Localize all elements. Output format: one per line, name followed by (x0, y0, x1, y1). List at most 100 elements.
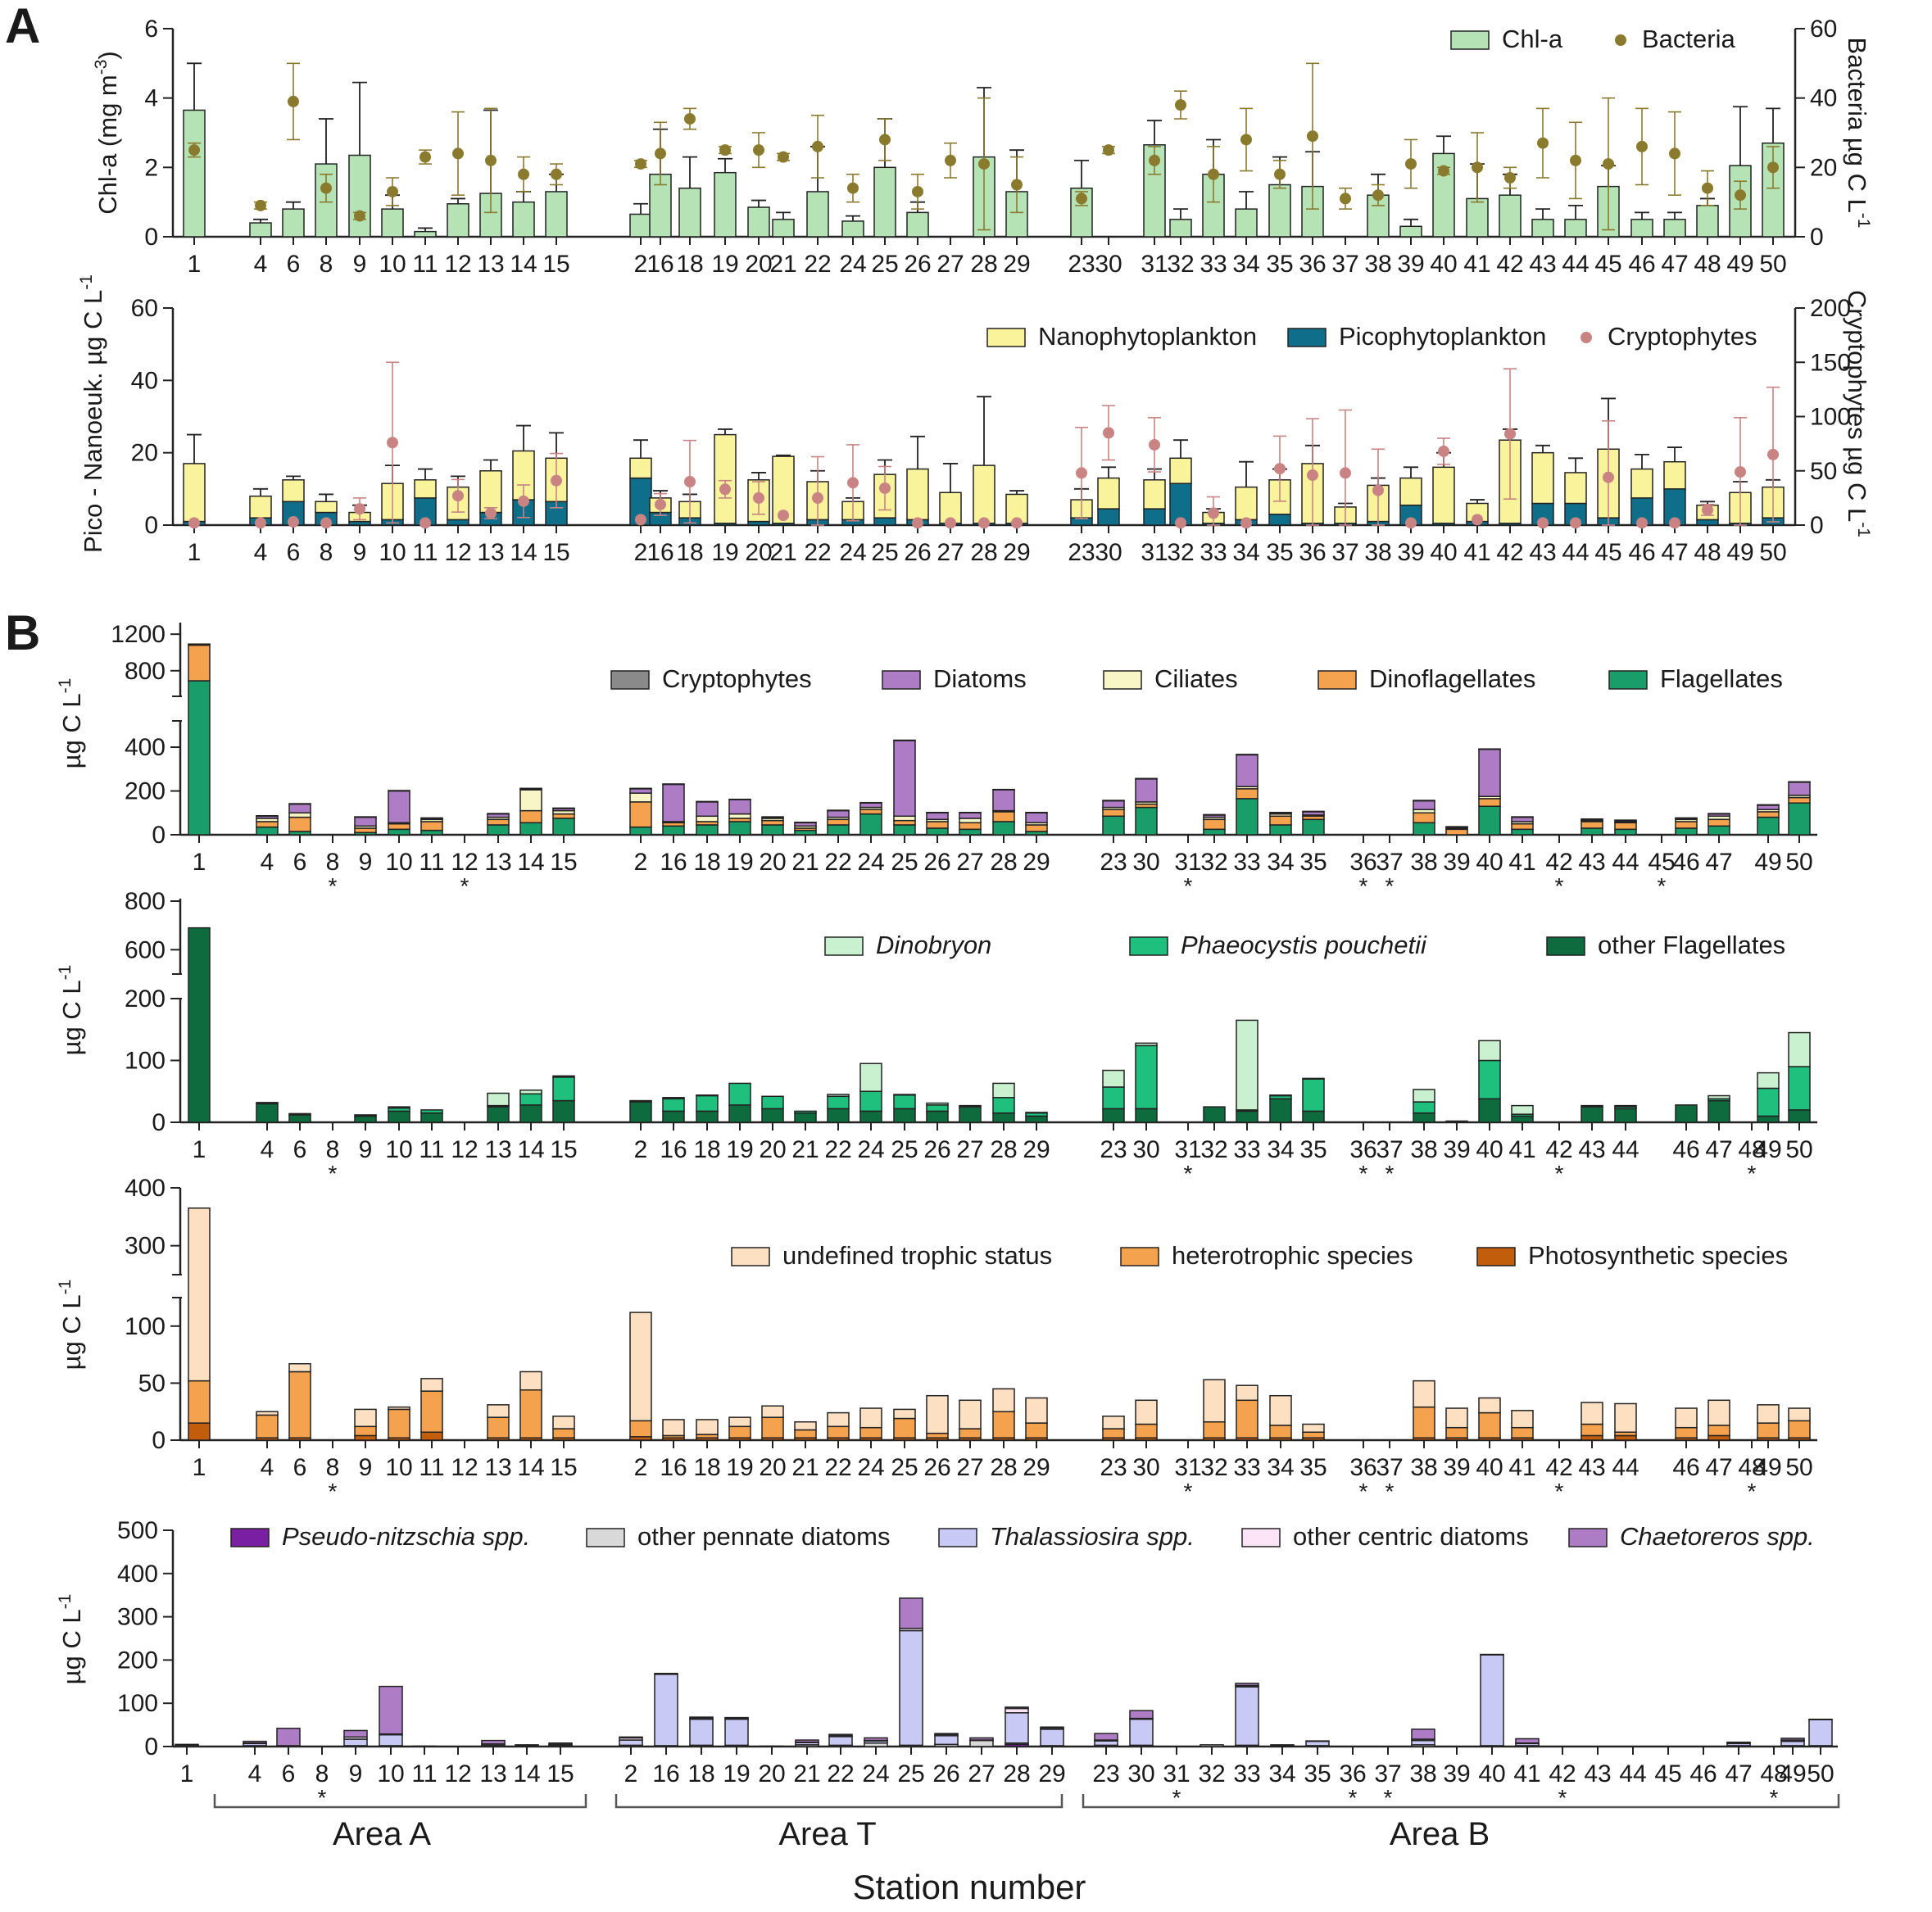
legend-item-2-label: Ciliates (1154, 664, 1238, 693)
x-tick-label: 42 (1545, 849, 1572, 876)
bar-phaeocystis-pouchetii (662, 1098, 685, 1112)
x-tick-label: 48 (1694, 251, 1721, 278)
x-tick-label: 8 (326, 1136, 340, 1163)
bar-undefined-trophic-status (188, 1207, 211, 1382)
bar-diatoms (1478, 749, 1501, 797)
bar-undefined-trophic-status (662, 1419, 685, 1437)
y-tick-label: 60 (131, 295, 158, 322)
bar-other-centric-diatoms (1808, 1718, 1833, 1721)
bar-other-flagellates (926, 1110, 949, 1123)
bar-chl-a (629, 213, 652, 238)
bar-flagellates (1413, 822, 1435, 836)
bar-photosynthetic-species (1614, 1434, 1637, 1441)
bar-nanophytoplankton (714, 433, 737, 524)
station-star: * (329, 873, 338, 899)
x-tick-label: 35 (1266, 251, 1293, 278)
y-tick-label: 800 (125, 888, 166, 915)
bar-dinobryon (1511, 1104, 1534, 1115)
x-tick-label: 37 (1376, 1136, 1403, 1163)
bar-nanophytoplankton (629, 457, 652, 479)
bar-nanophytoplankton (249, 495, 272, 519)
x-tick-label: 44 (1619, 1760, 1646, 1787)
bar-ciliates (519, 789, 542, 812)
bar-cryptophytes (1203, 813, 1226, 816)
bar-dinoflagellates (629, 801, 652, 828)
dot-bacteria (1372, 189, 1384, 202)
dot-bacteria (255, 199, 266, 211)
bar-picophytoplankton (1696, 519, 1719, 526)
x-tick-label: 15 (550, 849, 577, 876)
bar-dinoflagellates (420, 821, 443, 831)
y-axis-label: µg C L-1 (56, 1280, 86, 1371)
bar-flagellates (1302, 818, 1325, 836)
bar-dinobryon (1269, 1094, 1292, 1097)
bar-heterotrophic-species (288, 1371, 311, 1439)
dot-bacteria (879, 134, 891, 146)
bar-dinoflagellates (1581, 821, 1603, 829)
legend-item-0-label: Cryptophytes (662, 664, 812, 693)
x-axis-title: Station number (853, 1868, 1086, 1906)
bar-heterotrophic-species (1302, 1431, 1325, 1439)
x-tick-label: 25 (891, 1136, 918, 1163)
x-tick-label: 46 (1628, 539, 1655, 566)
x-tick-label: 35 (1299, 1454, 1327, 1481)
bar-chaetoreros-spp- (1094, 1733, 1118, 1741)
x-tick-label: 26 (904, 251, 931, 278)
dot-bacteria (188, 144, 200, 156)
bar-thalassiosira-spp- (1040, 1729, 1064, 1747)
x-tick-label: 45 (1594, 539, 1621, 566)
bar-diatoms (1102, 800, 1125, 809)
bar-undefined-trophic-status (629, 1312, 652, 1422)
bar-flagellates (1135, 806, 1158, 836)
x-tick-label: 14 (510, 251, 537, 278)
legend-item-0-swatch (986, 328, 1026, 347)
bar-thalassiosira-spp- (343, 1738, 368, 1747)
bar-flagellates (959, 828, 982, 836)
dot-bacteria (1702, 182, 1713, 194)
x-tick-label: 15 (546, 1760, 574, 1787)
bar-undefined-trophic-status (859, 1407, 882, 1429)
dot-cryptophytes (1504, 428, 1516, 440)
x-tick-label: 39 (1397, 539, 1424, 566)
legend-item-1-label: Bacteria (1642, 25, 1735, 53)
y2-axis-label: Bacteria µg C L-1 (1843, 38, 1873, 229)
x-tick-label: 40 (1476, 1454, 1503, 1481)
bar-undefined-trophic-status (1757, 1404, 1780, 1424)
bar-cryptophytes (1708, 813, 1730, 815)
x-tick-label: 34 (1267, 849, 1294, 876)
x-tick-label: 24 (857, 1136, 884, 1163)
bar-thalassiosira-spp- (619, 1739, 643, 1747)
bar-cryptophytes (1236, 754, 1259, 756)
bar-diatoms (1025, 812, 1048, 824)
bar-chl-a (678, 187, 701, 238)
bar-chl-a (381, 208, 404, 238)
bar-heterotrophic-species (519, 1389, 542, 1439)
x-tick-label: 35 (1266, 539, 1293, 566)
bar-other-flagellates (662, 1110, 685, 1123)
bar-cryptophytes (859, 801, 882, 804)
x-tick-label: 39 (1443, 1454, 1470, 1481)
legend-item-0-label: Chl-a (1502, 25, 1563, 53)
x-tick-label: 4 (248, 1760, 262, 1787)
bar-other-flagellates (696, 1110, 719, 1123)
x-tick-label: 29 (1023, 1454, 1050, 1481)
x-tick-label: 25 (871, 539, 898, 566)
bar-chl-a (1268, 183, 1291, 238)
bar-chaetoreros-spp- (899, 1597, 923, 1629)
dot-cryptophytes (753, 492, 764, 504)
bar-ciliates (959, 818, 982, 824)
bar-chl-a (747, 206, 770, 238)
x-tick-label: 8 (320, 539, 333, 566)
bar-chaetoreros-spp- (864, 1737, 888, 1742)
bar-heterotrophic-species (1102, 1428, 1125, 1439)
x-tick-label: 18 (693, 849, 720, 876)
bar-flagellates (1478, 805, 1501, 836)
bar-chl-a (183, 109, 206, 238)
bar-chaetoreros-spp- (481, 1739, 506, 1745)
x-tick-label: 18 (693, 1454, 720, 1481)
x-tick-label: 36 (1349, 1454, 1376, 1481)
x-tick-label: 31 (1141, 251, 1168, 278)
